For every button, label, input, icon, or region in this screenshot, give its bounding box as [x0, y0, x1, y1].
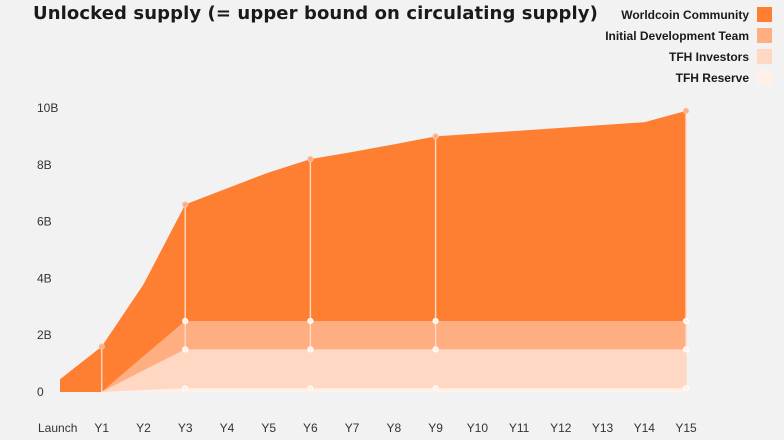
x-tick-label: Y12	[550, 421, 572, 435]
data-point	[307, 156, 314, 163]
legend-item-tfh-investors: TFH Investors	[605, 46, 772, 67]
data-point	[182, 317, 189, 325]
x-tick-label: Y4	[220, 421, 235, 435]
x-tick-label: Y9	[428, 421, 443, 435]
data-point	[432, 346, 439, 353]
legend-item-tfh-reserve: TFH Reserve	[605, 67, 772, 88]
legend-swatch	[757, 7, 772, 22]
area-tfh-investors	[60, 349, 686, 392]
data-point	[182, 201, 189, 208]
data-point	[307, 317, 314, 325]
legend-label: Worldcoin Community	[621, 7, 749, 22]
chart-legend: Worldcoin Community Initial Development …	[605, 4, 772, 88]
y-tick-label: 4B	[37, 271, 52, 285]
y-tick-label: 8B	[37, 158, 52, 172]
chart-areas	[60, 110, 686, 392]
y-tick-label: 10B	[37, 101, 58, 115]
data-point	[682, 346, 690, 353]
data-point	[682, 107, 690, 114]
legend-swatch	[757, 70, 772, 85]
area-initial-development-team	[60, 321, 686, 392]
x-tick-label: Y13	[592, 421, 614, 435]
data-point	[432, 385, 439, 392]
x-tick-label: Y2	[136, 421, 151, 435]
data-point	[682, 317, 690, 325]
y-tick-label: 6B	[37, 215, 52, 229]
x-tick-label: Y8	[387, 421, 402, 435]
legend-item-initial-development-team: Initial Development Team	[605, 25, 772, 46]
x-tick-label: Y11	[509, 421, 530, 435]
x-tick-label: Y15	[675, 421, 697, 435]
data-point	[182, 346, 189, 353]
y-tick-label: 2B	[37, 328, 52, 342]
data-point	[182, 385, 189, 392]
x-tick-label: Y3	[178, 421, 193, 435]
data-point	[98, 343, 105, 350]
legend-swatch	[757, 28, 772, 43]
x-tick-label: Y6	[303, 421, 318, 435]
legend-label: Initial Development Team	[605, 28, 749, 43]
area-tfh-reserve	[60, 388, 686, 392]
legend-label: TFH Reserve	[675, 70, 749, 85]
x-axis-ticks: Launch Y1 Y2 Y3 Y4 Y5 Y6 Y7 Y8 Y9 Y10 Y11 Y12 Y13 Y14 Y…	[38, 421, 697, 435]
y-axis-ticks: 0 2B 4B 6B 8B 10B	[37, 101, 58, 399]
x-tick-label: Y10	[467, 421, 489, 435]
legend-swatch	[757, 49, 772, 64]
chart-markers	[98, 107, 690, 392]
data-point	[307, 385, 314, 392]
legend-item-worldcoin-community: Worldcoin Community	[605, 4, 772, 25]
data-point	[682, 385, 690, 392]
x-tick-label: Y1	[94, 421, 109, 435]
y-tick-label: 0	[37, 385, 44, 399]
data-point	[432, 317, 439, 325]
area-worldcoin-community	[60, 110, 686, 392]
legend-label: TFH Investors	[668, 49, 749, 64]
x-tick-label: Y7	[345, 421, 360, 435]
data-point	[432, 133, 439, 140]
chart-title: Unlocked supply (= upper bound on circul…	[33, 3, 598, 24]
x-tick-label: Launch	[38, 421, 77, 435]
x-tick-label: Y14	[634, 421, 656, 435]
x-tick-label: Y5	[261, 421, 276, 435]
data-point	[307, 346, 314, 353]
